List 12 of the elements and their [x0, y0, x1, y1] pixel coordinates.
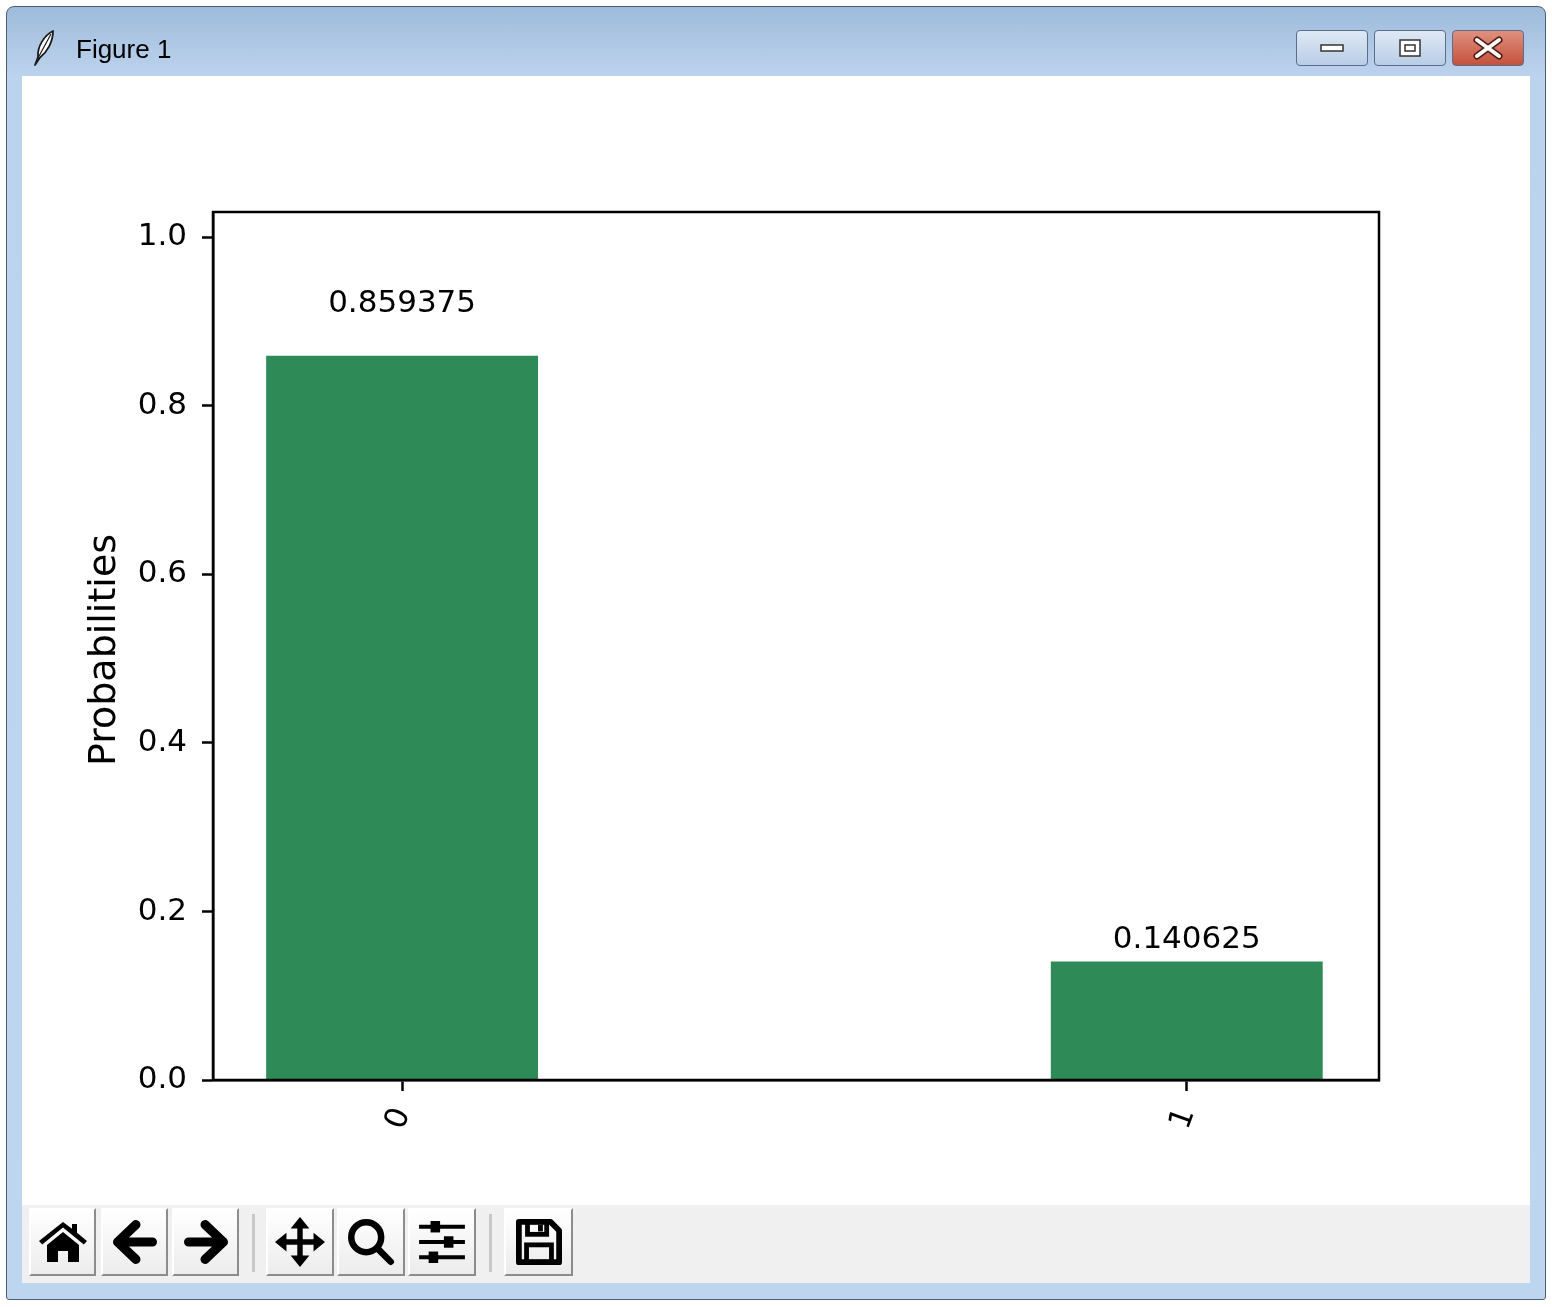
- y-tick-label: 1.0: [137, 216, 187, 253]
- x-tick-label: 0: [375, 1102, 417, 1134]
- x-tick-label: 1: [1160, 1102, 1201, 1134]
- y-tick-label: 0.0: [137, 1059, 187, 1096]
- caption: Figure 1: [76, 33, 172, 65]
- y-axis-title: Probabilities: [79, 533, 124, 767]
- y-tick-label: 0.6: [137, 553, 187, 590]
- data-label: 0.859375: [328, 283, 477, 320]
- data-label: 0.140625: [1112, 919, 1261, 956]
- y-tick-label: 0.2: [137, 890, 187, 927]
- y-tick-label: 0.8: [137, 384, 187, 421]
- y-tick-label: 0.4: [137, 721, 187, 758]
